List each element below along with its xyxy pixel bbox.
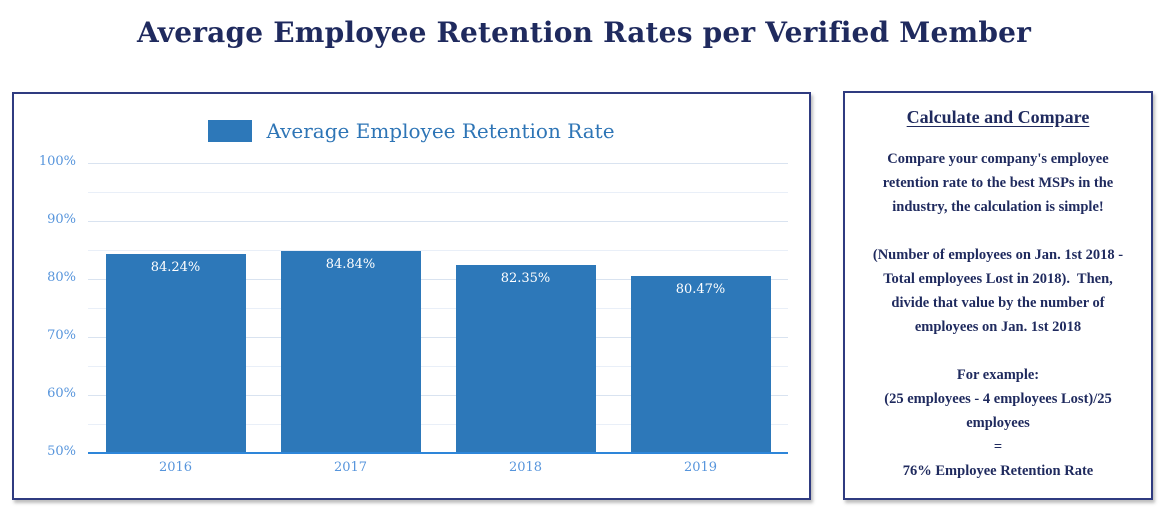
calculate-compare-card: Calculate and Compare Compare your compa…: [843, 91, 1153, 500]
x-axis-baseline: [88, 452, 788, 454]
page-title: Average Employee Retention Rates per Ver…: [136, 16, 1032, 49]
gridline-55: [88, 424, 788, 425]
y-axis-label-70: 70%: [47, 328, 76, 343]
bar-value-label-2019: 80.47%: [675, 282, 726, 298]
bar-2019: 80.47%: [630, 276, 771, 452]
text-line: Total employees Lost in 2018). Then,: [883, 271, 1113, 287]
gridline-70: [88, 337, 788, 338]
text-line: For example:: [956, 367, 1040, 383]
text-line: =: [993, 439, 1003, 455]
x-axis-label-2019: 2019: [683, 460, 718, 475]
retention-chart-card: Average Employee Retention Rate 50% 60% 70…: [12, 92, 811, 500]
bar-plot: 50% 60% 70% 80% 90% 100% 84.24% 2016 84.84% 2017 8…: [39, 154, 788, 475]
text-line: employees: [966, 415, 1030, 431]
info-card-title: Calculate and Compare: [906, 107, 1090, 127]
text-line: (Number of employees on Jan. 1st 2018 -: [872, 247, 1124, 263]
legend-swatch: [208, 120, 253, 142]
text-line: retention rate to the best MSPs in the: [882, 175, 1114, 191]
gridline-100: [88, 163, 788, 164]
text-line: 76% Employee Retention Rate: [902, 463, 1094, 479]
bar-value-label-2016: 84.24%: [150, 260, 201, 276]
y-axis-label-60: 60%: [47, 386, 76, 401]
x-axis-label-2018: 2018: [508, 460, 543, 475]
info-paragraph-intro: Compare your company's employee retentio…: [845, 147, 1151, 219]
bar-value-label-2017: 84.84%: [325, 256, 376, 272]
info-paragraph-formula: (Number of employees on Jan. 1st 2018 - …: [845, 243, 1151, 339]
gridline-80: [88, 279, 788, 280]
info-paragraph-example: For example: (25 employees - 4 employees…: [845, 363, 1151, 483]
gridline-60: [88, 395, 788, 396]
x-axis-label-2016: 2016: [158, 460, 193, 475]
gridline-95: [88, 192, 788, 193]
y-axis-label-50: 50%: [47, 444, 76, 459]
y-axis-label-80: 80%: [47, 270, 76, 285]
bar-2016: 84.24%: [105, 254, 246, 452]
bar-2017: 84.84%: [280, 250, 421, 452]
text-line: employees on Jan. 1st 2018: [914, 319, 1082, 335]
bar-value-label-2018: 82.35%: [500, 271, 551, 287]
x-axis-label-2017: 2017: [333, 460, 368, 475]
gridline-65: [88, 366, 788, 367]
legend-label: Average Employee Retention Rate: [266, 119, 615, 143]
gridline-90: [88, 221, 788, 222]
text-line: Compare your company's employee: [887, 151, 1109, 167]
y-axis-label-100: 100%: [38, 154, 76, 169]
text-line: divide that value by the number of: [891, 295, 1105, 311]
text-line: (25 employees - 4 employees Lost)/25: [884, 391, 1112, 407]
legend-item[interactable]: Average Employee Retention Rate: [14, 119, 809, 143]
text-line: industry, the calculation is simple!: [892, 199, 1104, 215]
gridline-85: [88, 250, 788, 251]
bar-2018: 82.35%: [455, 265, 596, 452]
y-axis-label-90: 90%: [47, 212, 76, 227]
gridline-75: [88, 308, 788, 309]
